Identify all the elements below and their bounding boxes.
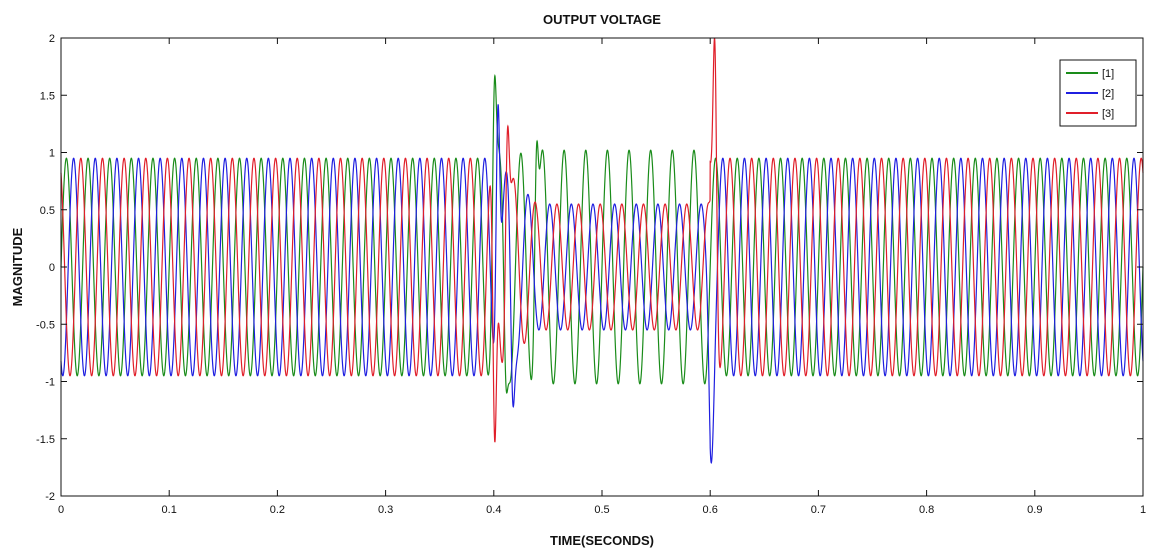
x-tick-label: 0 [58, 504, 64, 516]
x-tick-label: 0.9 [1027, 504, 1042, 516]
x-tick-label: 0.3 [378, 504, 393, 516]
y-tick-label: 1.5 [40, 90, 55, 102]
series-line-1 [60, 73, 1144, 394]
legend-label-2: [2] [1102, 88, 1114, 100]
tick-layer: 0 0.1 0.2 0.3 0.4 0.5 0.6 0.7 0.8 0.9 1 2 1.5 1 0.5 0 -0… [36, 33, 1146, 516]
y-tick-label: 0.5 [40, 205, 55, 217]
x-tick-label: 0.1 [162, 504, 177, 516]
chart-title: OUTPUT VOLTAGE [543, 12, 661, 27]
y-tick-label: -2 [45, 491, 55, 503]
x-axis-label: TIME(SECONDS) [550, 533, 654, 548]
y-tick-label: -0.5 [36, 319, 55, 331]
y-axis-label: MAGNITUDE [10, 227, 25, 306]
x-tick-label: 0.5 [594, 504, 609, 516]
y-tick-label: -1 [45, 377, 55, 389]
y-tick-label: -1.5 [36, 434, 55, 446]
x-tick-label: 1 [1140, 504, 1146, 516]
x-tick-label: 0.8 [919, 504, 934, 516]
legend: [1] [2] [3] [1059, 59, 1137, 127]
x-tick-label: 0.2 [270, 504, 285, 516]
x-tick-label: 0.4 [486, 504, 501, 516]
legend-label-1: [1] [1102, 68, 1114, 80]
series-line-3 [60, 37, 1144, 443]
y-tick-label: 0 [49, 262, 55, 274]
legend-items: [1] [2] [3] [1066, 68, 1114, 120]
x-tick-label: 0.7 [811, 504, 826, 516]
series-layer [60, 37, 1144, 464]
y-tick-label: 2 [49, 33, 55, 45]
x-tick-label: 0.6 [703, 504, 718, 516]
series-line-2 [60, 104, 1144, 464]
legend-label-3: [3] [1102, 108, 1114, 120]
y-tick-label: 1 [49, 148, 55, 160]
